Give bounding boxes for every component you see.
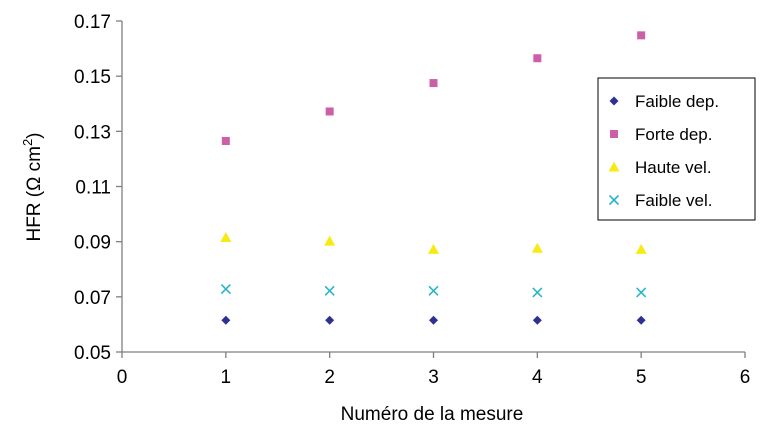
y-ticks: 0.05 0.07 0.09 0.11 0.13 0.15 0.17 <box>74 12 122 364</box>
x-tick-label: 3 <box>428 367 439 388</box>
data-points <box>220 31 647 325</box>
y-axis-title-main: HFR (Ω cm <box>24 146 45 241</box>
y-axis-title-sup: 2 <box>20 139 35 146</box>
data-point <box>531 242 543 253</box>
data-point <box>635 243 647 254</box>
x-tick-label: 4 <box>532 367 543 388</box>
data-point <box>221 136 230 145</box>
legend-marker <box>610 130 618 138</box>
x-tick-label: 5 <box>636 367 647 388</box>
y-axis-title: HFR (Ω cm2) <box>20 132 45 241</box>
x-tick-label: 2 <box>324 367 335 388</box>
data-point <box>324 235 336 246</box>
axes: 0.05 0.07 0.09 0.11 0.13 0.15 0.17 0 1 2 3 4 5 6 <box>74 12 750 388</box>
legend-box <box>597 77 756 221</box>
y-tick-label: 0.13 <box>74 122 111 143</box>
legend-marker <box>609 96 619 106</box>
y-tick-label: 0.15 <box>74 67 111 88</box>
legend-marker <box>608 161 620 172</box>
data-point <box>636 315 646 325</box>
y-tick-label: 0.11 <box>75 178 111 199</box>
legend-label: Forte dep. <box>635 125 713 144</box>
x-tick-label: 0 <box>117 367 128 388</box>
data-point <box>637 31 646 40</box>
x-axis-title: Numéro de la mesure <box>341 404 524 425</box>
legend-label: Faible dep. <box>635 92 719 111</box>
y-tick-label: 0.09 <box>74 233 111 254</box>
y-axis-title-close: ) <box>24 132 45 138</box>
legend-marker <box>608 194 620 206</box>
data-point <box>636 287 647 298</box>
data-point <box>429 315 438 325</box>
data-point <box>324 285 335 296</box>
y-tick-label: 0.05 <box>74 343 111 364</box>
data-point <box>532 315 542 325</box>
x-tick-label: 1 <box>221 367 232 388</box>
data-point <box>428 243 439 254</box>
y-tick-label: 0.07 <box>74 288 111 309</box>
x-ticks: 0 1 2 3 4 5 6 <box>117 352 751 388</box>
data-point <box>221 315 231 325</box>
legend-label: Faible vel. <box>635 191 712 210</box>
data-point <box>325 107 334 116</box>
data-point <box>429 79 438 88</box>
y-tick-label: 0.17 <box>74 12 111 33</box>
data-point <box>220 232 232 243</box>
data-point <box>428 285 439 296</box>
x-tick-label: 6 <box>740 367 751 388</box>
data-point <box>220 284 231 295</box>
legend: Faible dep. Forte dep. Haute vel. Faible ve… <box>597 77 756 221</box>
data-point <box>325 315 335 325</box>
data-point <box>532 287 543 298</box>
data-point <box>533 54 542 63</box>
legend-label: Haute vel. <box>635 158 712 177</box>
